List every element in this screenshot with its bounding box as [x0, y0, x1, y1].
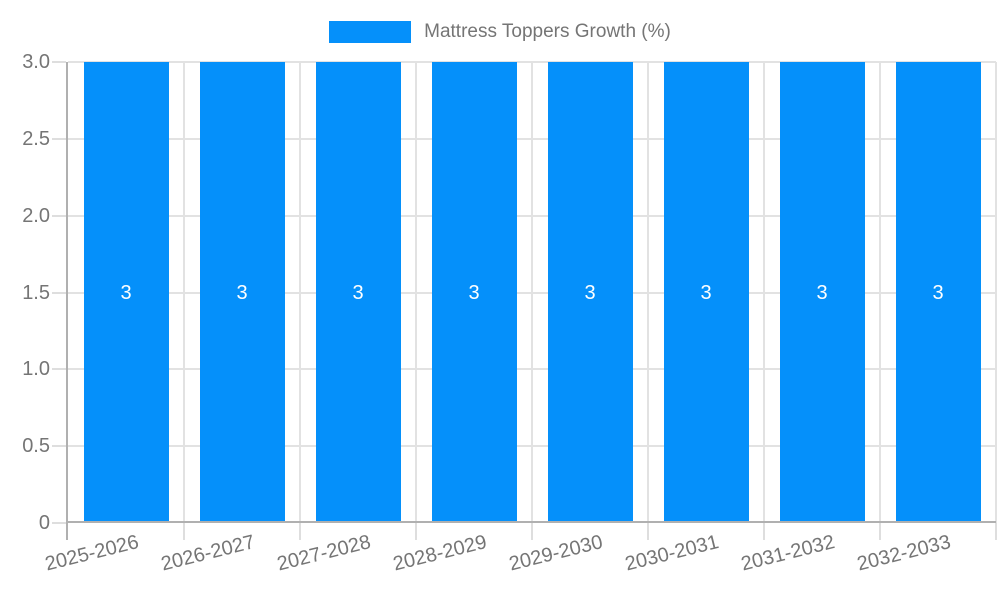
bar: 3	[315, 62, 401, 523]
y-axis-tick-label: 2.0	[22, 204, 50, 227]
legend-label: Mattress Toppers Growth (%)	[424, 21, 671, 42]
x-axis-label: 2029-2030	[507, 531, 606, 576]
bar-value-label: 3	[584, 281, 596, 304]
bar: 3	[199, 62, 285, 523]
y-axis-tick-label: 1.5	[22, 281, 50, 304]
x-axis-tick	[415, 523, 417, 540]
y-axis-tick	[52, 137, 66, 140]
y-axis-tick-label: 2.5	[22, 127, 50, 150]
x-axis-tick	[183, 523, 185, 540]
y-axis-tick-label: 3.0	[22, 51, 50, 73]
y-axis-tick	[52, 522, 66, 524]
v-gridline	[879, 62, 881, 523]
x-axis-label: 2028-2029	[391, 531, 490, 576]
y-axis-tick	[52, 445, 66, 448]
y-axis-tick	[52, 214, 66, 217]
bar: 3	[431, 62, 517, 523]
bar-value-label: 3	[932, 281, 944, 304]
y-axis-tick	[52, 368, 66, 371]
legend-swatch	[329, 21, 412, 43]
v-gridline	[299, 62, 301, 523]
bar: 3	[779, 62, 865, 523]
v-gridline	[763, 62, 765, 523]
x-axis-label: 2025-2026	[43, 531, 142, 576]
y-axis-line	[66, 62, 68, 540]
y-axis-tick-label: 1.0	[22, 358, 50, 381]
v-gridline	[415, 62, 417, 523]
bar: 3	[895, 62, 981, 523]
y-axis-tick-label: 0	[38, 512, 50, 534]
bar-value-label: 3	[816, 281, 828, 304]
bar-value-label: 3	[120, 281, 132, 304]
x-axis-label: 2027-2028	[275, 531, 374, 576]
x-axis-label: 2032-2033	[855, 531, 954, 576]
bar: 3	[547, 62, 633, 523]
v-gridline	[995, 62, 997, 523]
y-axis-tick	[52, 61, 66, 63]
x-axis-tick	[879, 523, 881, 540]
legend: Mattress Toppers Growth (%)	[0, 21, 1000, 43]
x-axis-label: 2031-2032	[739, 531, 838, 576]
y-axis-tick	[52, 291, 66, 294]
x-axis-tick	[299, 523, 301, 540]
x-axis-tick	[763, 523, 765, 540]
v-gridline	[647, 62, 649, 523]
bar-value-label: 3	[352, 281, 364, 304]
bar: 3	[83, 62, 169, 523]
bar: 3	[663, 62, 749, 523]
x-axis-label: 2026-2027	[159, 531, 258, 576]
bar-value-label: 3	[468, 281, 480, 304]
x-axis-label: 2030-2031	[623, 531, 722, 576]
x-axis-tick	[647, 523, 649, 540]
x-axis-line	[66, 521, 996, 523]
bar-value-label: 3	[236, 281, 248, 304]
v-gridline	[531, 62, 533, 523]
bar-value-label: 3	[700, 281, 712, 304]
x-axis-tick	[531, 523, 533, 540]
y-axis-tick-label: 0.5	[22, 435, 50, 458]
x-axis-tick	[995, 523, 997, 540]
v-gridline	[183, 62, 185, 523]
